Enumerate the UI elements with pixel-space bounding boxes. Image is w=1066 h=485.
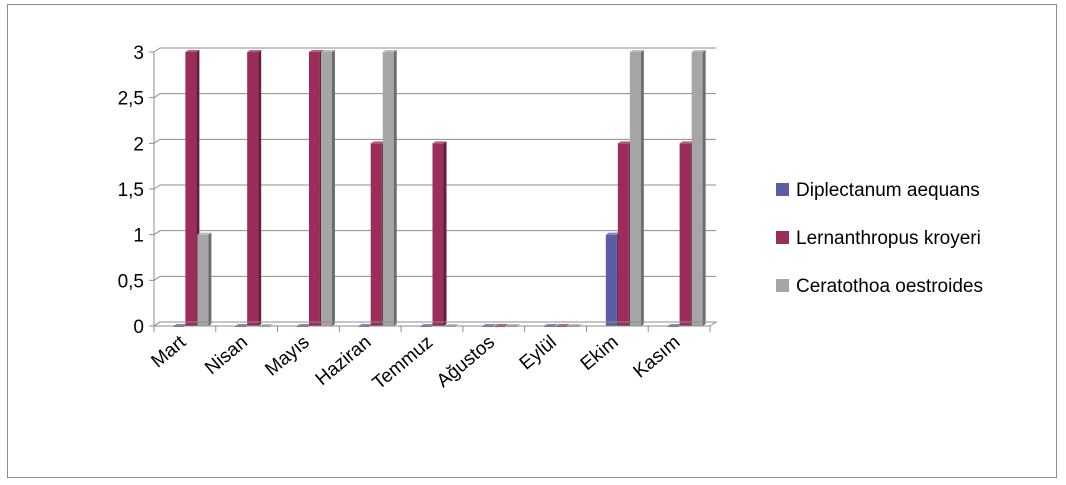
bar — [432, 141, 447, 326]
x-tick-label: Ağustos — [433, 332, 499, 392]
y-tick-label: 1,5 — [118, 180, 144, 201]
x-tick-label: Mayıs — [261, 332, 313, 381]
bars — [173, 50, 706, 327]
chart-frame — [7, 4, 1057, 478]
y-tick-label: 0 — [133, 317, 144, 338]
bar — [629, 50, 644, 326]
bar — [197, 232, 212, 326]
x-tick-label: Haziran — [312, 332, 376, 390]
bar — [185, 50, 200, 326]
x-tick-label: Nisan — [201, 332, 252, 379]
legend-item: Diplectanum aequans — [776, 180, 980, 201]
bar — [320, 50, 335, 326]
bar — [679, 141, 694, 326]
legend: Diplectanum aequans Lernanthropus kroyeri… — [776, 180, 983, 297]
gridline — [153, 184, 716, 190]
y-axis-ticks: 0 0,5 1 1,5 2 2,5 3 — [118, 43, 144, 338]
gridline — [153, 47, 716, 53]
x-tick-label: Mart — [147, 331, 190, 372]
y-tick-label: 3 — [133, 43, 144, 64]
x-tick-label: Eylül — [516, 332, 561, 375]
legend-item: Ceratothoa oestroides — [776, 276, 983, 297]
bar — [605, 232, 620, 326]
gridline — [153, 230, 716, 236]
legend-label: Diplectanum aequans — [796, 180, 980, 201]
bar — [247, 50, 262, 326]
y-tick-label: 1 — [133, 226, 144, 247]
legend-label: Ceratothoa oestroides — [796, 276, 983, 297]
y-tick-label: 2,5 — [118, 89, 144, 110]
bar — [370, 141, 385, 326]
bar — [308, 50, 323, 326]
bar — [617, 141, 632, 326]
x-tick-label: Temmuz — [369, 332, 437, 394]
y-tick-label: 0,5 — [118, 271, 144, 292]
legend-swatch — [776, 183, 789, 196]
bar — [382, 50, 397, 326]
legend-swatch — [776, 231, 789, 244]
legend-label: Lernanthropus kroyeri — [796, 228, 981, 249]
legend-swatch — [776, 279, 789, 292]
gridline — [153, 275, 716, 281]
gridline — [153, 93, 716, 99]
bar — [691, 50, 706, 326]
x-tick-label: Ekim — [577, 332, 623, 375]
legend-item: Lernanthropus kroyeri — [776, 228, 981, 249]
x-tick-label: Kasım — [630, 332, 685, 383]
y-tick-label: 2 — [133, 134, 144, 155]
gridline — [153, 138, 716, 144]
axes — [153, 52, 718, 332]
